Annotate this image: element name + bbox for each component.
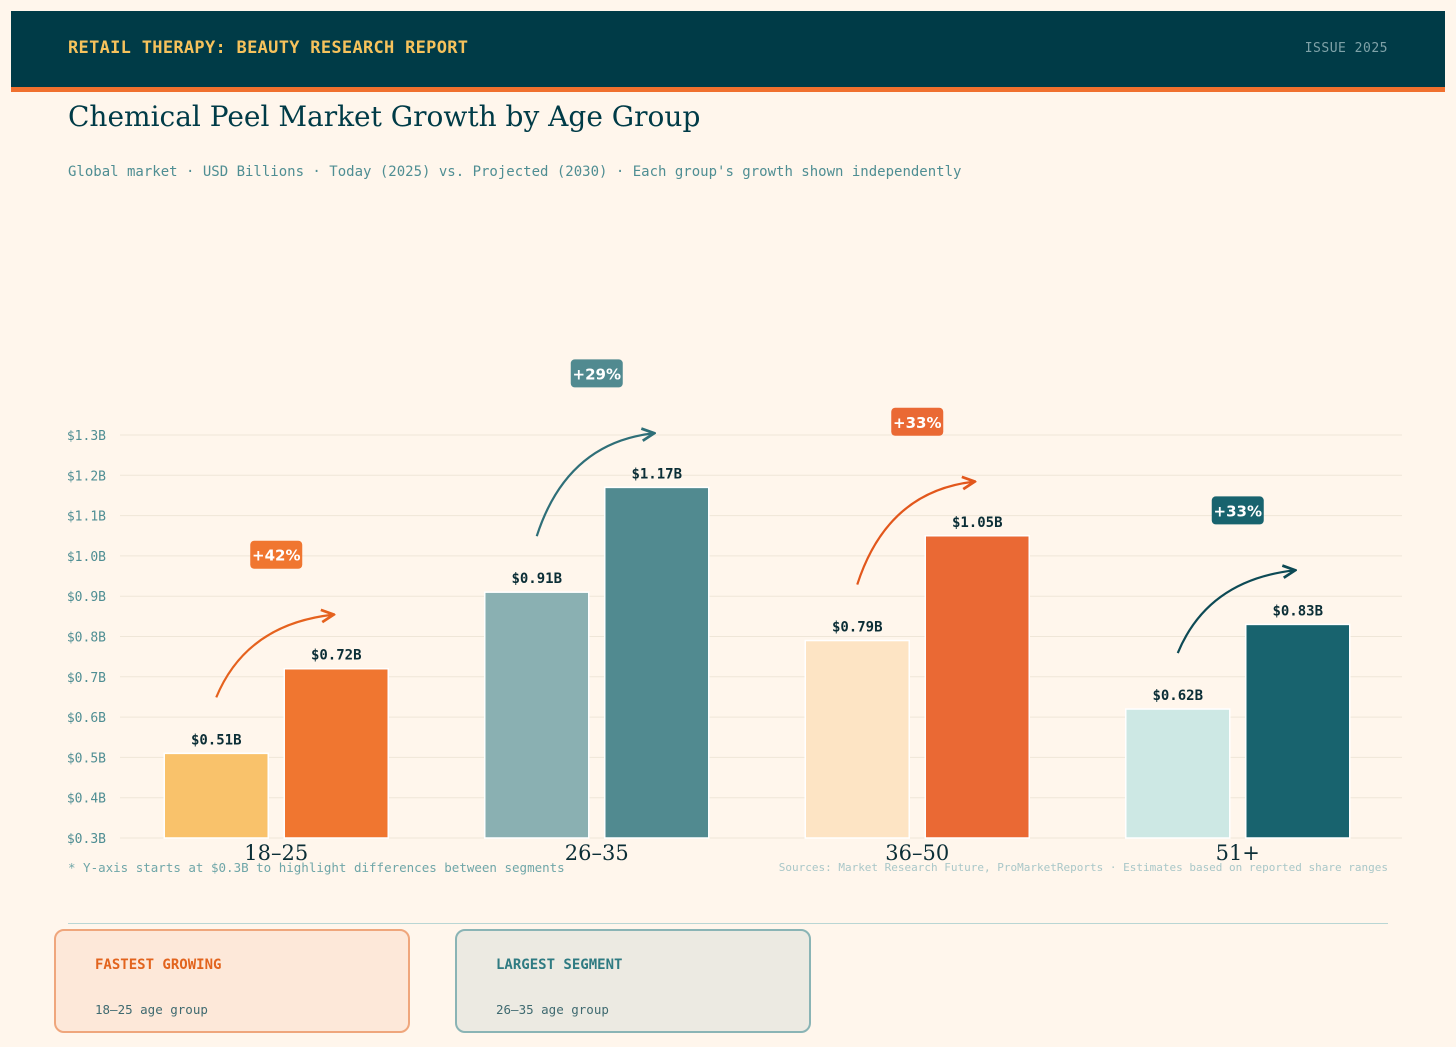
bar-projected bbox=[924, 535, 1030, 839]
category-label: 18–25 bbox=[244, 841, 308, 865]
header-accent-stripe bbox=[11, 87, 1445, 92]
bar-today bbox=[804, 639, 910, 839]
growth-arrow bbox=[535, 433, 653, 537]
report-header: RETAIL THERAPY: BEAUTY RESEARCH REPORT I… bbox=[11, 11, 1445, 87]
y-tick-label: $0.3B bbox=[67, 832, 106, 847]
bar-projected bbox=[604, 486, 710, 839]
bar-value-label: $0.72B bbox=[311, 648, 362, 664]
category-label: 26–35 bbox=[565, 841, 629, 865]
growth-arrow bbox=[215, 615, 332, 698]
category-label: 51+ bbox=[1216, 841, 1260, 865]
issue-label: ISSUE 2025 bbox=[1304, 41, 1388, 56]
y-tick-label: $0.8B bbox=[67, 631, 106, 646]
fastest-growing-card: FASTEST GROWING 18–25 age group bbox=[54, 929, 410, 1033]
bar-value-label: $1.05B bbox=[952, 515, 1003, 531]
growth-badge-label: +29% bbox=[573, 365, 621, 383]
bar-value-label: $0.91B bbox=[511, 571, 562, 587]
bar-projected bbox=[283, 667, 389, 839]
y-tick-label: $1.3B bbox=[67, 429, 106, 444]
y-tick-label: $0.9B bbox=[67, 590, 106, 605]
sources-note: Sources: Market Research Future, ProMark… bbox=[778, 861, 1388, 874]
bar-value-label: $1.17B bbox=[631, 466, 682, 482]
y-tick-label: $1.2B bbox=[67, 469, 106, 484]
y-tick-label: $1.0B bbox=[67, 550, 106, 565]
y-tick-label: $0.4B bbox=[67, 792, 106, 807]
report-brand: RETAIL THERAPY: BEAUTY RESEARCH REPORT bbox=[68, 38, 469, 58]
bar-value-label: $0.79B bbox=[832, 620, 883, 636]
fastest-growing-heading: FASTEST GROWING bbox=[95, 957, 222, 973]
bar-value-label: $0.51B bbox=[191, 732, 242, 748]
bar-projected bbox=[1245, 623, 1351, 839]
bar-value-label: $0.62B bbox=[1152, 688, 1203, 704]
bar-today bbox=[1125, 708, 1231, 839]
growth-badge bbox=[570, 359, 623, 388]
growth-badge bbox=[1211, 496, 1264, 525]
page-title: Chemical Peel Market Growth by Age Group bbox=[68, 100, 701, 133]
page-subtitle: Global market · USD Billions · Today (20… bbox=[68, 164, 962, 180]
axis-footnote: * Y-axis starts at $0.3B to highlight di… bbox=[68, 860, 565, 875]
bar-value-label: $0.83B bbox=[1272, 603, 1323, 619]
bar-today bbox=[163, 752, 269, 839]
largest-segment-heading: LARGEST SEGMENT bbox=[496, 957, 623, 973]
fastest-growing-value: 18–25 age group bbox=[95, 1002, 208, 1017]
growth-badge bbox=[891, 407, 944, 436]
growth-badge-label: +33% bbox=[1214, 502, 1262, 520]
largest-segment-value: 26–35 age group bbox=[496, 1002, 609, 1017]
section-divider bbox=[68, 923, 1388, 924]
growth-badge bbox=[250, 540, 303, 569]
category-label: 36–50 bbox=[885, 841, 949, 865]
bar-today bbox=[484, 591, 590, 839]
y-tick-label: $0.7B bbox=[67, 671, 106, 686]
y-tick-label: $1.1B bbox=[67, 510, 106, 525]
growth-badge-label: +33% bbox=[893, 414, 941, 432]
growth-arrow bbox=[1176, 570, 1294, 654]
growth-badge-label: +42% bbox=[252, 547, 300, 565]
largest-segment-card: LARGEST SEGMENT 26–35 age group bbox=[455, 929, 811, 1033]
y-tick-label: $0.5B bbox=[67, 751, 106, 766]
growth-arrow bbox=[856, 482, 973, 585]
y-tick-label: $0.6B bbox=[67, 711, 106, 726]
